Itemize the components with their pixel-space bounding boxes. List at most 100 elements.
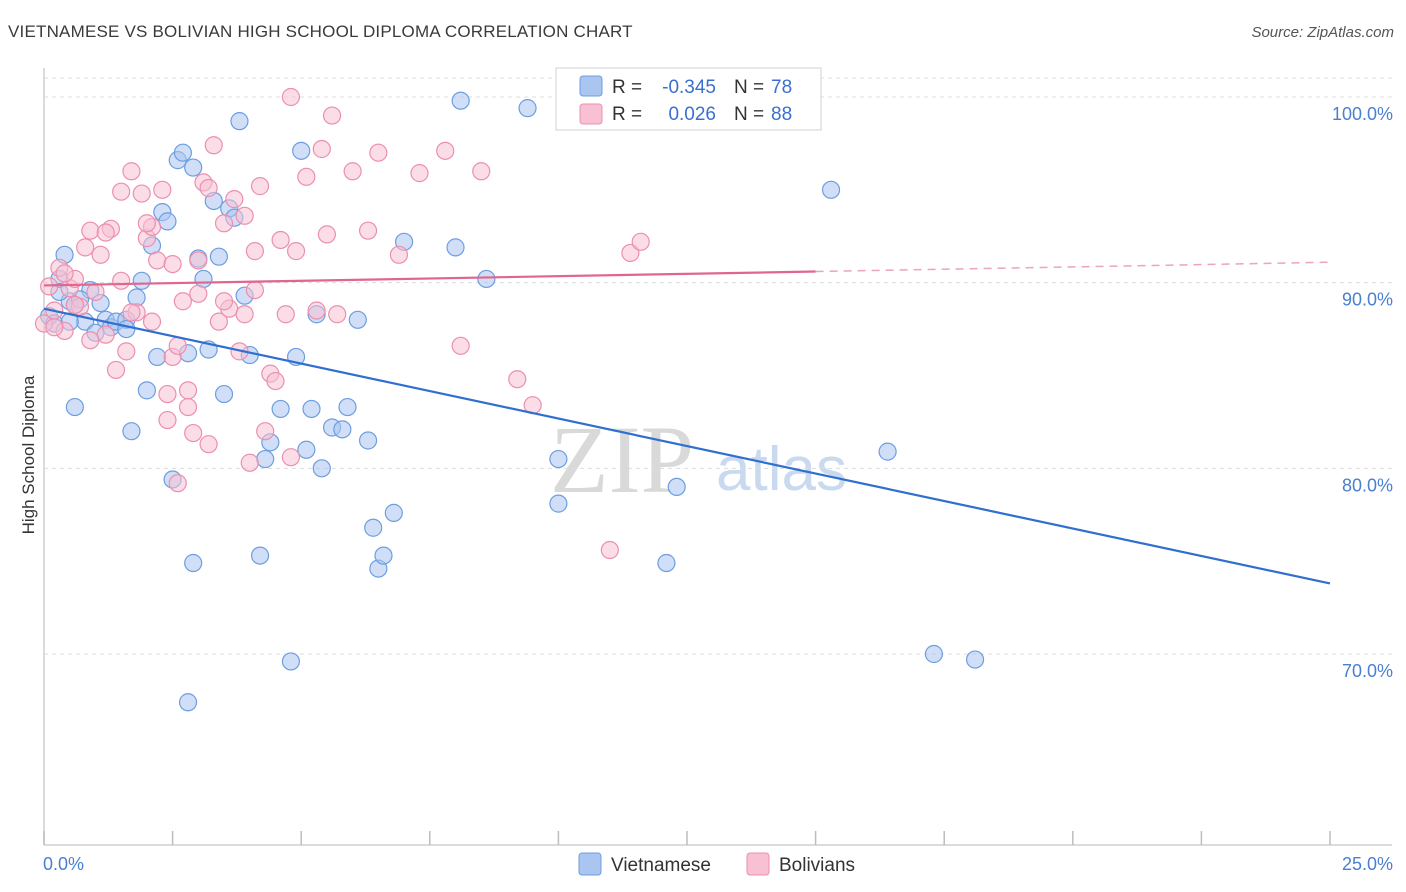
point-bolivians — [328, 305, 347, 324]
point-vietnamese — [65, 397, 84, 417]
point-bolivians — [389, 245, 409, 264]
x-tick-label-min: 0.0% — [43, 854, 84, 874]
point-bolivians — [245, 280, 265, 300]
point-bolivians — [256, 422, 275, 441]
point-vietnamese — [312, 459, 331, 478]
point-vietnamese — [214, 384, 234, 404]
point-vietnamese — [878, 442, 897, 461]
point-vietnamese — [549, 449, 568, 469]
point-vietnamese — [292, 141, 311, 160]
point-bolivians — [91, 245, 110, 264]
point-bolivians — [317, 225, 337, 244]
point-bolivians — [281, 448, 301, 467]
trend-line-bolivians — [43, 270, 816, 287]
point-bolivians — [112, 271, 131, 290]
point-vietnamese — [549, 494, 568, 513]
point-bolivians — [250, 177, 270, 196]
legend-swatch-vietnamese — [579, 75, 603, 97]
source-label: Source: ZipAtlas.com — [1251, 24, 1394, 41]
point-bolivians — [451, 336, 470, 355]
point-bolivians — [117, 342, 136, 361]
point-bolivians — [168, 474, 187, 493]
legend-r-value-bolivians: 0.026 — [668, 104, 716, 125]
point-vietnamese — [477, 269, 496, 289]
point-bolivians — [199, 435, 218, 454]
point-bolivians — [153, 180, 172, 199]
point-bolivians — [96, 223, 115, 242]
point-bolivians — [189, 251, 208, 270]
y-tick-label: 80.0% — [1342, 475, 1393, 495]
point-bolivians — [209, 312, 228, 331]
point-bolivians — [225, 190, 244, 209]
point-bolivians — [158, 410, 177, 430]
point-vietnamese — [358, 431, 378, 450]
point-vietnamese — [117, 319, 136, 339]
legend-n-value-vietnamese: 78 — [771, 77, 792, 98]
y-axis-title: High School Diploma — [19, 375, 38, 534]
point-vietnamese — [297, 440, 316, 459]
point-bolivians — [81, 221, 100, 240]
point-vietnamese — [122, 422, 141, 441]
point-vietnamese — [281, 652, 301, 671]
point-bolivians — [235, 206, 254, 225]
point-vietnamese — [132, 271, 151, 290]
point-vietnamese — [148, 347, 167, 367]
point-vietnamese — [209, 247, 228, 266]
point-bolivians — [76, 238, 95, 257]
series-bolivians-points — [34, 87, 650, 560]
top-legend: R = -0.345 N = 78 R = 0.026 N = 88 — [555, 67, 822, 131]
point-bolivians — [343, 162, 362, 181]
point-bolivians — [245, 242, 265, 261]
point-bolivians — [235, 305, 254, 324]
point-bolivians — [81, 331, 100, 350]
point-vietnamese — [924, 644, 944, 664]
point-bolivians — [266, 371, 285, 391]
x-axis-ticks — [43, 831, 1331, 845]
point-bolivians — [158, 384, 177, 404]
point-bolivians — [322, 106, 342, 125]
point-bolivians — [122, 162, 141, 181]
point-vietnamese — [451, 91, 470, 110]
point-bolivians — [65, 295, 84, 315]
point-vietnamese — [446, 238, 465, 257]
point-bolivians — [276, 305, 295, 324]
point-vietnamese — [184, 158, 203, 177]
point-vietnamese — [374, 546, 393, 565]
point-bolivians — [184, 423, 203, 443]
y-tick-label: 90.0% — [1342, 290, 1393, 310]
point-vietnamese — [667, 477, 686, 496]
point-bolivians — [369, 143, 388, 162]
gridlines — [44, 77, 1392, 655]
point-bolivians — [163, 255, 182, 274]
point-vietnamese — [518, 99, 537, 118]
point-bolivians — [214, 292, 234, 311]
point-vietnamese — [256, 449, 275, 469]
point-vietnamese — [250, 546, 270, 565]
point-bolivians — [358, 221, 378, 240]
point-bolivians — [286, 242, 306, 261]
bottom-legend: Vietnamese Bolivians — [578, 852, 855, 876]
chart-title: VIETNAMESE VS BOLIVIAN HIGH SCHOOL DIPLO… — [8, 22, 633, 41]
point-bolivians — [112, 182, 131, 201]
point-bolivians — [168, 336, 187, 355]
y-axis-tick-labels: 70.0% 80.0% 90.0% 100.0% — [1332, 104, 1393, 681]
point-vietnamese — [364, 518, 383, 537]
point-bolivians — [137, 214, 156, 233]
point-vietnamese — [178, 693, 198, 712]
point-bolivians — [148, 251, 167, 270]
legend-swatch-bolivians — [579, 103, 603, 125]
legend-r-label-vietnamese: R = — [612, 77, 642, 98]
point-bolivians — [173, 292, 192, 311]
bottom-legend-label-bolivians: Bolivians — [779, 855, 855, 876]
point-bolivians — [436, 141, 455, 160]
point-bolivians — [472, 162, 491, 181]
point-bolivians — [312, 139, 331, 159]
point-vietnamese — [657, 553, 676, 573]
point-vietnamese — [384, 503, 403, 522]
y-tick-label: 100.0% — [1332, 104, 1393, 124]
point-bolivians — [621, 243, 640, 263]
point-bolivians — [307, 301, 326, 320]
point-vietnamese — [348, 310, 367, 329]
y-tick-label: 70.0% — [1342, 661, 1393, 681]
